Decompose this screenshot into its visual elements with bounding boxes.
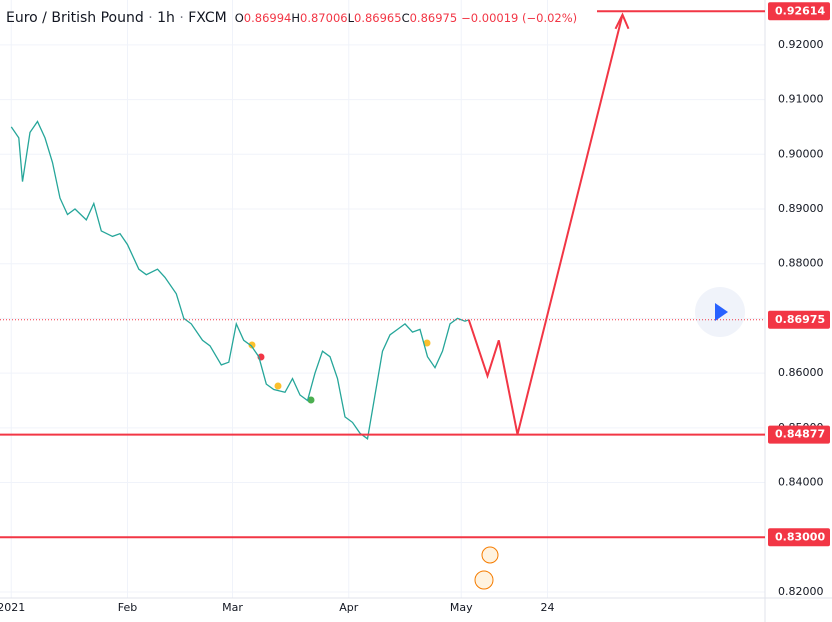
ohlc-label: C xyxy=(402,11,410,25)
play-icon xyxy=(715,303,728,321)
symbol: Euro / British Pound xyxy=(6,10,144,26)
event-dot xyxy=(274,382,282,390)
y-tick-label: 0.90000 xyxy=(778,147,824,160)
level-label-box xyxy=(768,2,830,21)
ohlc-value: 0.86994 xyxy=(244,11,292,25)
interval: 1h xyxy=(157,10,175,26)
y-tick-label: 0.92000 xyxy=(778,38,824,51)
x-tick-label: Feb xyxy=(118,601,137,614)
y-tick-label: 0.84000 xyxy=(778,476,824,489)
ohlc-label: O xyxy=(235,11,244,25)
level-label-box xyxy=(768,528,830,547)
ohlc-value: 0.86975 xyxy=(410,11,458,25)
y-tick-label: 0.91000 xyxy=(778,93,824,106)
y-tick-label: 0.88000 xyxy=(778,257,824,270)
series-line xyxy=(467,14,624,435)
y-tick-label: 0.82000 xyxy=(778,585,824,598)
x-tick-label: May xyxy=(450,601,473,614)
level-label: 0.92614 xyxy=(775,4,825,17)
header-text: Euro / British Pound · 1h · FXCM O0.86994… xyxy=(6,10,577,26)
x-tick-label: 2021 xyxy=(0,601,25,614)
y-tick-label: 0.89000 xyxy=(778,202,824,215)
ohlc-value: 0.86965 xyxy=(354,11,402,25)
source: FXCM xyxy=(188,10,226,26)
x-tick-label: 24 xyxy=(541,601,555,614)
event-dot xyxy=(423,339,431,347)
level-label: 0.83000 xyxy=(775,530,825,543)
y-tick-label: 0.86000 xyxy=(778,366,824,379)
sep: · xyxy=(144,10,157,26)
level-label: 0.84877 xyxy=(775,428,825,441)
event-icon[interactable] xyxy=(481,546,499,564)
change: −0.00019 (−0.02%) xyxy=(461,11,577,25)
grid xyxy=(0,0,765,598)
event-icon[interactable] xyxy=(474,570,494,590)
level-label: 0.86975 xyxy=(775,313,825,326)
sep: · xyxy=(175,10,188,26)
x-tick-label: Apr xyxy=(339,601,359,614)
header: Euro / British Pound · 1h · FXCM O0.86994… xyxy=(6,10,577,26)
x-tick-label: Mar xyxy=(222,601,243,614)
level-label-box xyxy=(768,425,830,444)
ohlc-value: 0.87006 xyxy=(300,11,348,25)
level-label-box xyxy=(768,310,830,329)
arrow-head xyxy=(614,12,630,30)
ohlc-label: H xyxy=(291,11,300,25)
ohlc-label: L xyxy=(348,11,355,25)
event-dot xyxy=(307,396,315,404)
series-line xyxy=(10,120,470,440)
event-dot xyxy=(248,341,256,349)
